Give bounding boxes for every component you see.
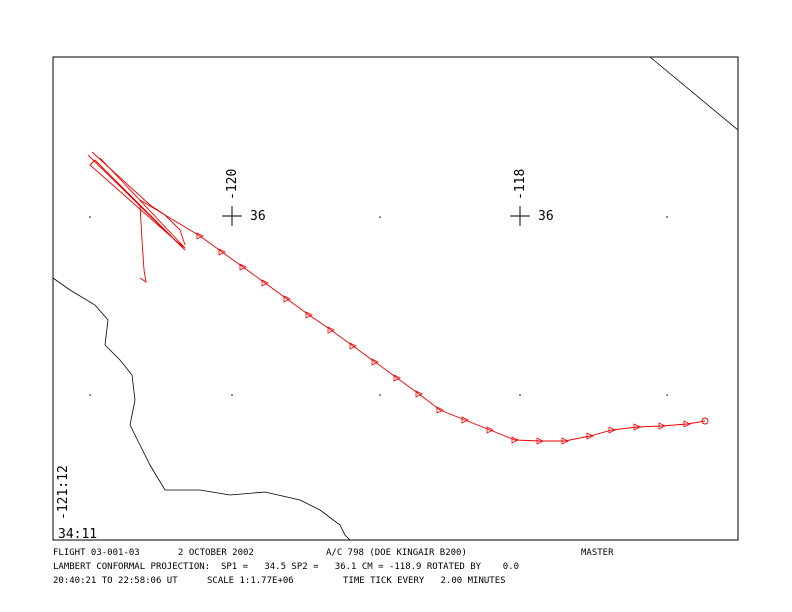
footer-text: MASTER (581, 548, 614, 558)
time-tick (415, 390, 423, 398)
flight-track (87, 151, 709, 442)
parallel-label: 36 (250, 209, 266, 224)
parallel-label: 36 (538, 209, 554, 224)
time-ticks (196, 232, 691, 445)
time-tick (349, 342, 357, 350)
coastline (52, 277, 351, 541)
corner-lon: -121:12 (56, 465, 71, 520)
footer-text: LAMBERT CONFORMAL PROJECTION: SP1 = 34.5… (53, 562, 519, 572)
time-tick (586, 432, 594, 440)
boundary-line (649, 56, 739, 131)
time-tick (371, 358, 379, 366)
time-tick (283, 295, 291, 303)
time-tick (561, 437, 569, 445)
corner-lat: 34:11 (58, 527, 97, 542)
time-tick (327, 326, 335, 334)
meridian-label: -120 (225, 169, 240, 200)
footer-text: FLIGHT 03-001-03 (53, 548, 140, 558)
time-tick (436, 406, 444, 414)
time-tick (196, 232, 204, 240)
time-tick (511, 436, 519, 444)
footer-text: SCALE 1:1.77E+06 (207, 576, 294, 586)
time-tick (305, 311, 313, 319)
time-tick (486, 426, 494, 434)
time-tick (658, 422, 666, 430)
footer-text: A/C 798 (DOE KINGAIR B200) (326, 548, 467, 558)
map-frame (52, 56, 739, 541)
grid-crosses (222, 206, 530, 226)
footer-text: 20:40:21 TO 22:58:06 UT (53, 576, 178, 586)
time-tick (536, 437, 544, 445)
time-tick (461, 416, 469, 424)
time-tick (218, 248, 226, 256)
time-tick (608, 426, 616, 434)
time-tick (683, 420, 691, 428)
meridian-label: -118 (513, 169, 528, 200)
time-tick (239, 263, 247, 271)
time-tick (261, 279, 269, 287)
time-tick (393, 374, 401, 382)
footer-text: 2 OCTOBER 2002 (178, 548, 254, 558)
time-tick (633, 423, 641, 431)
grid-dots (89, 216, 668, 396)
footer-text: TIME TICK EVERY 2.00 MINUTES (343, 576, 506, 586)
